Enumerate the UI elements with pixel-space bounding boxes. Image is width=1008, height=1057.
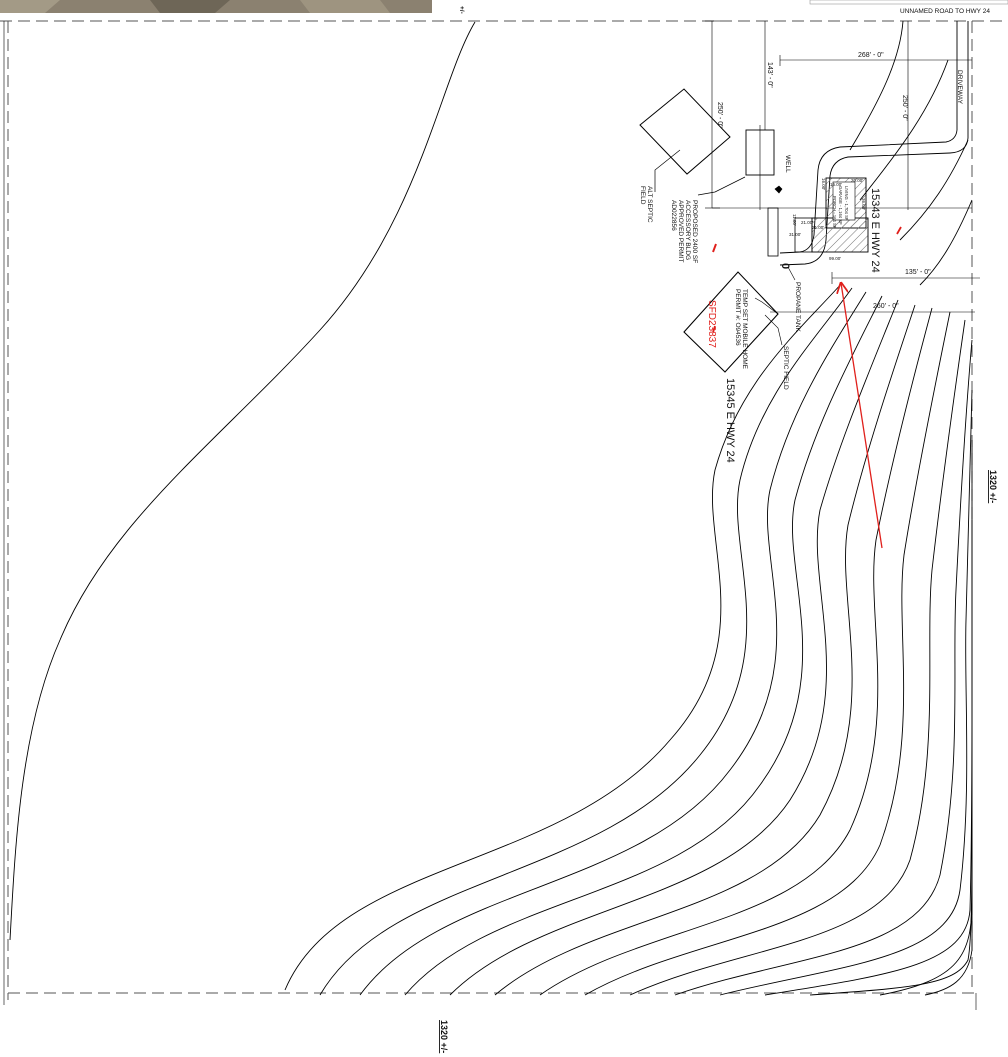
house-porch: PORCH - 164 SF: [832, 196, 837, 229]
house-dim-h36: 36.00': [861, 198, 866, 210]
house-garage: GARAGE - 1,164 SF: [838, 186, 843, 225]
property-boundary: [0, 20, 1008, 1010]
house-living: LIVING - 1,704 SF: [844, 186, 849, 221]
boundary-label-bottom: 1320 +/-: [439, 1020, 449, 1053]
mobile-home: TEMP SET MOBILE HOME PERMIT #: O94536 SF…: [683, 271, 779, 463]
road-header: UNNAMED ROAD TO HWY 24: [809, 0, 1008, 15]
proposed-building-note: PROPOSED 2400 SF ACCESSORY BLDG APPROVED…: [670, 176, 746, 263]
proposed-bldg-line-4: AD022856: [670, 200, 677, 231]
house-dim-w99: 99.00': [829, 256, 841, 261]
house-dim-w21a: 21.00': [801, 220, 813, 225]
alt-septic-field: ALT SEPTIC FIELD: [639, 88, 731, 223]
dim-143: 143' - 0": [766, 62, 773, 88]
mobile-home-line-1: TEMP SET MOBILE HOME: [741, 289, 748, 370]
propane-tank: 0 PROPANE TANK: [767, 207, 801, 333]
well: WELL: [745, 129, 791, 194]
septic-field: SEPTIC FIELD: [764, 314, 789, 390]
boundary-label-right: 1320 +/-: [988, 470, 998, 503]
house-dim-h16: 16.00': [821, 178, 826, 190]
dim-260: 260' - 0": [873, 303, 899, 310]
proposed-bldg-line-1: PROPOSED 2400 SF: [691, 200, 698, 263]
red-tick-1: [712, 243, 717, 253]
house-dim-w21b: 21.00': [812, 225, 824, 230]
permit-red-label: SFD23837: [706, 300, 717, 348]
propane-zero: 0: [779, 263, 791, 269]
aerial-photo-fragment: [0, 0, 432, 13]
red-tick-3: [712, 325, 716, 333]
alt-septic-label-2: FIELD: [639, 186, 646, 205]
top-edge-mark: +/-: [458, 6, 465, 14]
dim-250-right: 250' - 0": [901, 95, 908, 121]
house-dim-h31: 31.00': [789, 232, 801, 237]
driveway: DRIVEWAY: [779, 21, 969, 266]
alt-septic-label-1: ALT SEPTIC: [646, 186, 653, 223]
house-dim-w20: 20.00': [851, 178, 863, 183]
road-label: UNNAMED ROAD TO HWY 24: [900, 8, 990, 15]
dim-135: 135' - 0": [905, 269, 931, 276]
address-main: 15343 E HWY 24: [869, 188, 881, 273]
dim-268: 268' - 0": [858, 52, 884, 59]
contour-lines: [9, 20, 973, 996]
septic-label: SEPTIC FIELD: [782, 346, 789, 390]
proposed-bldg-line-3: APPROVED PERMIT: [677, 200, 684, 263]
proposed-bldg-line-2: ACCESSORY BLDG: [684, 200, 691, 260]
mobile-home-line-2: PERMIT #: O94536: [734, 289, 741, 346]
dim-250-left: 250' - 0": [716, 102, 723, 128]
well-label: WELL: [784, 155, 791, 173]
house-footprint: 16.00' 20.00' 36.00' 16.00' LIVING - 1,7…: [789, 177, 881, 273]
propane-label: PROPANE TANK: [794, 282, 801, 333]
address-mobile: 15345 E HWY 24: [724, 378, 736, 463]
red-annotations: [712, 226, 902, 549]
driveway-label: DRIVEWAY: [956, 70, 963, 105]
house-dim-h11: 11.00': [792, 214, 797, 226]
red-tick-2: [896, 226, 902, 235]
house-dim-w16: 16.00': [830, 182, 842, 187]
red-arrow: [841, 283, 883, 549]
well-marker-icon: [774, 185, 783, 194]
